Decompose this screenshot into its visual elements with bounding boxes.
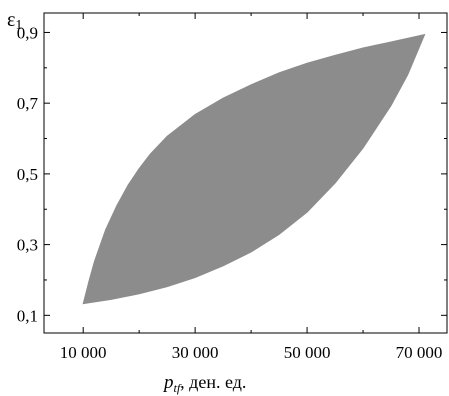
- y-axis-title: ε1: [7, 9, 22, 33]
- x-tick-label: 70 000: [396, 343, 443, 362]
- y-tick-label: 0,9: [17, 23, 38, 42]
- y-axis-title-sub: 1: [15, 18, 22, 33]
- y-tick-label: 0,7: [17, 94, 39, 113]
- x-tick-label: 50 000: [284, 343, 331, 362]
- x-ticks: [82, 13, 420, 333]
- y-ticks: [44, 31, 447, 316]
- x-tick-label: 10 000: [60, 343, 107, 362]
- x-tick-labels: 10 000 30 000 50 000 70 000: [60, 343, 443, 362]
- x-axis-title-main: p: [162, 372, 174, 393]
- x-axis-title: ptf, ден. ед.: [162, 372, 246, 395]
- y-axis-title-main: ε: [7, 9, 15, 31]
- x-tick-label: 30 000: [172, 343, 219, 362]
- y-tick-label: 0,3: [17, 236, 38, 255]
- y-tick-labels: 0,1 0,3 0,5 0,7 0,9: [17, 23, 39, 325]
- x-axis-title-rest: , ден. ед.: [180, 372, 246, 392]
- y-tick-label: 0,5: [17, 165, 38, 184]
- y-tick-label: 0,1: [17, 306, 38, 325]
- feasible-region: [82, 33, 426, 305]
- x-axis-title-sub: tf: [174, 381, 182, 395]
- plot-frame: [43, 12, 448, 334]
